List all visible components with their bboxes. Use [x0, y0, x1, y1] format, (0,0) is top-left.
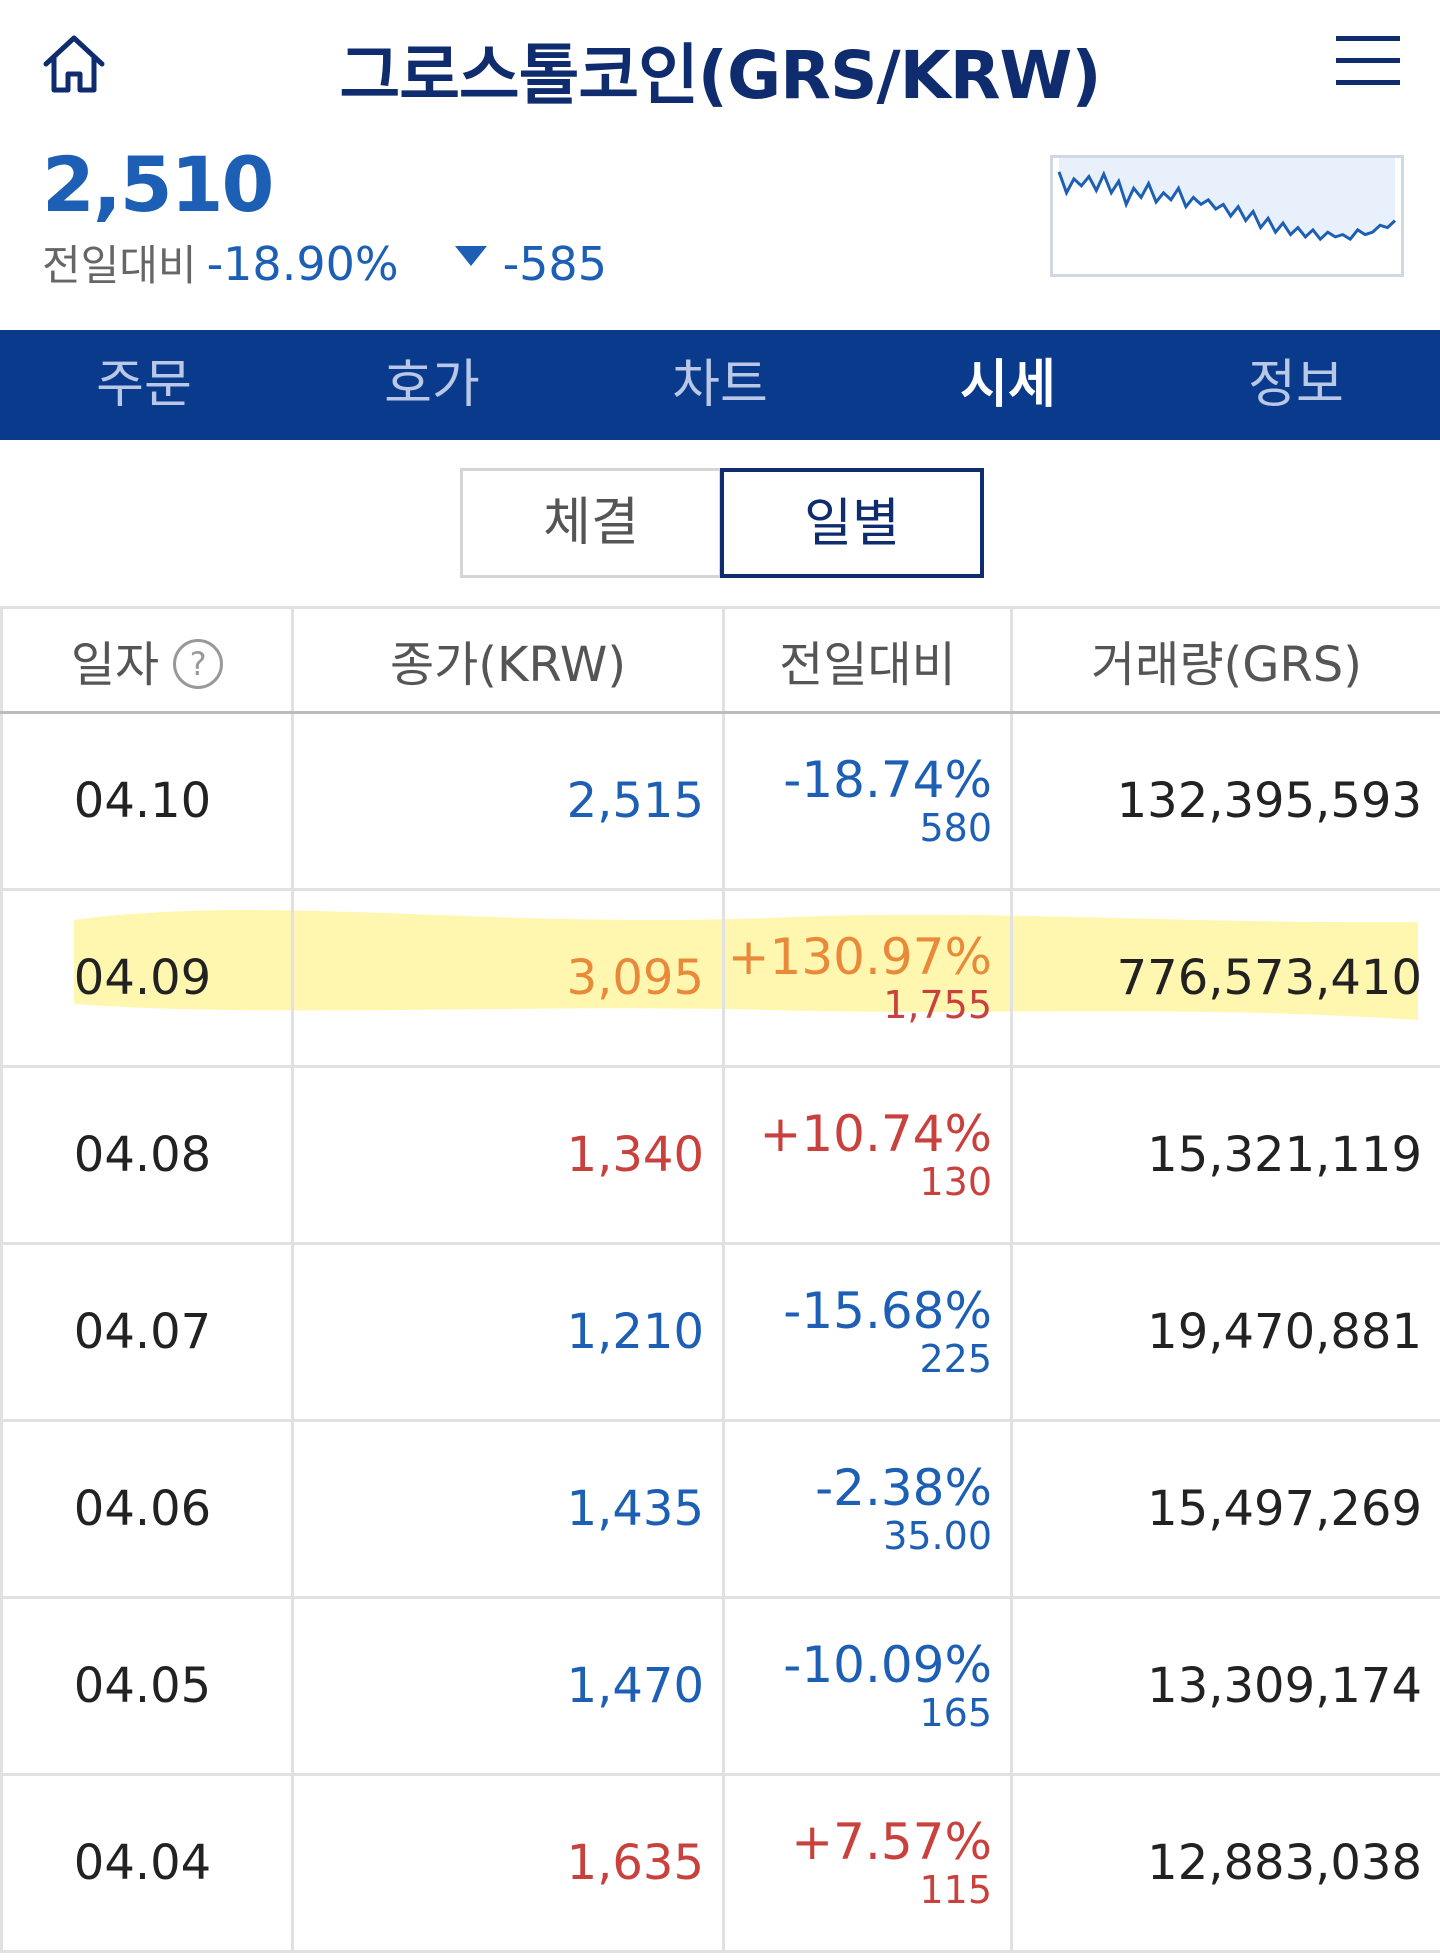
row-change-amount: 1,755 — [883, 982, 992, 1027]
row-change: -2.38% 35.00 — [722, 1419, 1013, 1599]
row-date: 04.07 — [0, 1242, 294, 1422]
row-date: 04.05 — [0, 1596, 294, 1776]
row-close-price: 1,470 — [291, 1596, 725, 1776]
row-close-price: 1,210 — [291, 1242, 725, 1422]
row-date: 04.08 — [0, 1065, 294, 1245]
help-icon[interactable]: ? — [173, 639, 224, 689]
row-change: +7.57% 115 — [722, 1773, 1013, 1953]
row-close-price: 1,635 — [291, 1773, 725, 1953]
row-close-price: 1,340 — [291, 1065, 725, 1245]
change-amount: -585 — [502, 237, 607, 291]
tab-2[interactable]: 차트 — [672, 355, 768, 415]
mini-chart-line — [1057, 170, 1397, 242]
date-header-label: 일자 — [70, 637, 160, 693]
tab-bar: 주문 호가 차트 시세 정보 — [0, 330, 1440, 440]
price-change: 전일대비 -18.90% -585 — [42, 232, 607, 293]
tab-4[interactable]: 정보 — [1248, 355, 1344, 415]
row-volume: 15,497,269 — [1010, 1419, 1440, 1599]
row-change: -18.74% 580 — [722, 711, 1013, 891]
row-change-pct: -15.68% — [783, 1281, 992, 1340]
table-row[interactable]: 04.08 1,340 +10.74% 130 15,321,119 — [0, 1065, 1440, 1245]
table-row[interactable]: 04.06 1,435 -2.38% 35.00 15,497,269 — [0, 1419, 1440, 1599]
row-change-amount: 130 — [919, 1159, 992, 1204]
row-date: 04.04 — [0, 1773, 294, 1953]
row-change-pct: +130.97% — [727, 927, 992, 986]
change-percent: -18.90% — [206, 237, 399, 291]
page-title: 그로스톨코인(GRS/KRW) — [339, 37, 1101, 114]
row-change-pct: -2.38% — [815, 1458, 992, 1517]
row-change-pct: +7.57% — [791, 1812, 992, 1871]
col-header-change: 전일대비 — [722, 606, 1013, 714]
row-volume: 13,309,174 — [1010, 1596, 1440, 1776]
mini-chart-area — [1059, 158, 1395, 240]
tab-1[interactable]: 호가 — [384, 355, 480, 415]
row-volume: 12,883,038 — [1010, 1773, 1440, 1953]
table-row[interactable]: 04.05 1,470 -10.09% 165 13,309,174 — [0, 1596, 1440, 1776]
tab-3[interactable]: 시세 — [960, 355, 1056, 415]
row-date: 04.10 — [0, 711, 294, 891]
row-change-pct: -10.09% — [783, 1635, 992, 1694]
row-volume: 19,470,881 — [1010, 1242, 1440, 1422]
col-header-volume: 거래량(GRS) — [1010, 606, 1440, 714]
app-header: 그로스톨코인(GRS/KRW) — [0, 0, 1440, 140]
row-change-amount: 225 — [919, 1336, 992, 1381]
mini-price-chart[interactable] — [1050, 155, 1404, 277]
row-volume: 132,395,593 — [1010, 711, 1440, 891]
row-change-pct: -18.74% — [783, 750, 992, 809]
row-change-amount: 35.00 — [883, 1513, 992, 1558]
row-change: +10.74% 130 — [722, 1065, 1013, 1245]
hamburger-icon-line — [1336, 58, 1400, 63]
change-label: 전일대비 — [42, 241, 197, 290]
row-change-pct: +10.74% — [759, 1104, 992, 1163]
row-close-price: 1,435 — [291, 1419, 725, 1599]
row-date: 04.09 — [0, 888, 294, 1068]
row-change-amount: 115 — [919, 1867, 992, 1912]
table-row[interactable]: 04.04 1,635 +7.57% 115 12,883,038 — [0, 1773, 1440, 1953]
row-volume: 776,573,410 — [1010, 888, 1440, 1068]
row-date: 04.06 — [0, 1419, 294, 1599]
row-change: -10.09% 165 — [722, 1596, 1013, 1776]
table-row[interactable]: 04.07 1,210 -15.68% 225 19,470,881 — [0, 1242, 1440, 1422]
menu-button[interactable] — [1336, 36, 1400, 86]
row-volume: 15,321,119 — [1010, 1065, 1440, 1245]
home-icon — [43, 35, 105, 93]
col-header-date[interactable]: 일자? — [0, 606, 294, 714]
row-change: +130.97% 1,755 — [722, 888, 1013, 1068]
home-button[interactable] — [38, 28, 110, 100]
hamburger-icon-line — [1336, 80, 1400, 85]
col-header-close: 종가(KRW) — [291, 606, 725, 714]
down-triangle-icon — [454, 245, 487, 266]
current-price: 2,510 — [42, 140, 274, 229]
daily-price-table: 일자? 종가(KRW) 전일대비 거래량(GRS) 04.10 2,515 -18.… — [0, 606, 1440, 1953]
segment-trades[interactable]: 체결 — [460, 468, 722, 578]
row-change-amount: 165 — [919, 1690, 992, 1735]
mini-chart-svg — [1057, 158, 1397, 242]
row-close-price: 2,515 — [291, 711, 725, 891]
tab-0[interactable]: 주문 — [96, 355, 192, 415]
segment-daily[interactable]: 일별 — [720, 468, 984, 578]
table-row[interactable]: 04.09 3,095 +130.97% 1,755 776,573,410 — [0, 888, 1440, 1068]
row-change: -15.68% 225 — [722, 1242, 1013, 1422]
table-row[interactable]: 04.10 2,515 -18.74% 580 132,395,593 — [0, 711, 1440, 891]
hamburger-icon — [1336, 36, 1400, 41]
row-change-amount: 580 — [919, 805, 992, 850]
row-close-price: 3,095 — [291, 888, 725, 1068]
table-header-row: 일자? 종가(KRW) 전일대비 거래량(GRS) — [0, 606, 1440, 714]
